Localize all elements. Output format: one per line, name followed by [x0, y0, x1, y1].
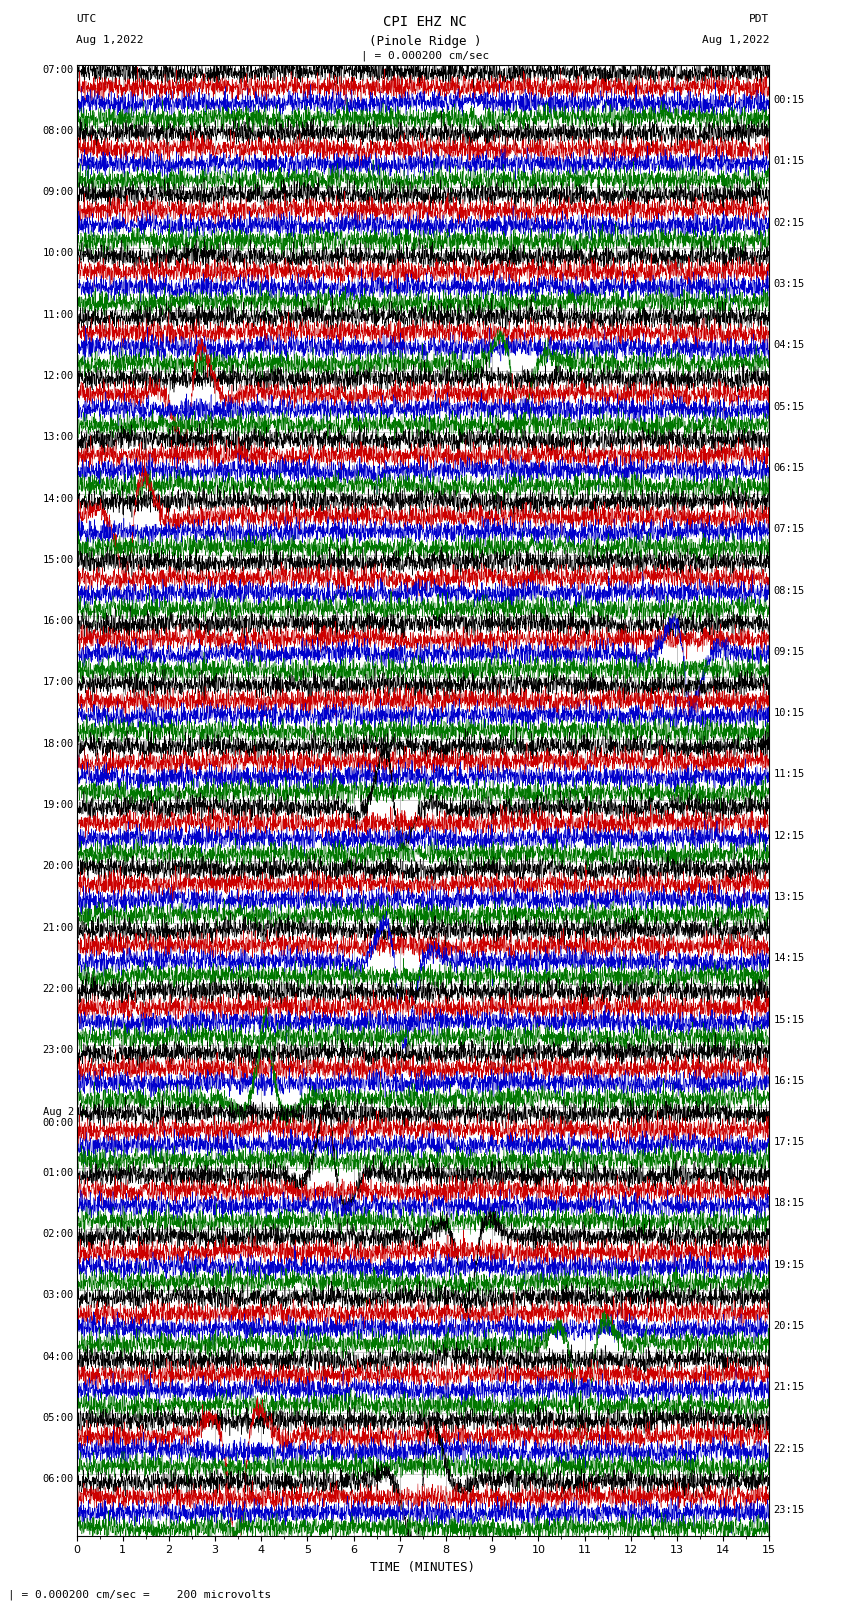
Text: 05:15: 05:15 — [774, 402, 805, 411]
Text: 10:00: 10:00 — [42, 248, 74, 258]
Text: 12:15: 12:15 — [774, 831, 805, 840]
Text: 19:00: 19:00 — [42, 800, 74, 810]
Text: 17:00: 17:00 — [42, 677, 74, 687]
Text: 21:00: 21:00 — [42, 923, 74, 932]
Text: 11:00: 11:00 — [42, 310, 74, 319]
Text: Aug 1,2022: Aug 1,2022 — [702, 35, 769, 45]
Text: 13:15: 13:15 — [774, 892, 805, 902]
Text: 15:00: 15:00 — [42, 555, 74, 565]
Text: 23:15: 23:15 — [774, 1505, 805, 1515]
Text: 02:15: 02:15 — [774, 218, 805, 227]
Text: | = 0.000200 cm/sec: | = 0.000200 cm/sec — [361, 50, 489, 61]
Text: 05:00: 05:00 — [42, 1413, 74, 1423]
Text: 19:15: 19:15 — [774, 1260, 805, 1269]
Text: 09:00: 09:00 — [42, 187, 74, 197]
Text: 09:15: 09:15 — [774, 647, 805, 656]
Text: 03:15: 03:15 — [774, 279, 805, 289]
Text: 20:15: 20:15 — [774, 1321, 805, 1331]
Text: 02:00: 02:00 — [42, 1229, 74, 1239]
Text: CPI EHZ NC: CPI EHZ NC — [383, 15, 467, 29]
Text: 11:15: 11:15 — [774, 769, 805, 779]
Text: 04:15: 04:15 — [774, 340, 805, 350]
Text: Aug 1,2022: Aug 1,2022 — [76, 35, 144, 45]
Text: 17:15: 17:15 — [774, 1137, 805, 1147]
Text: 08:00: 08:00 — [42, 126, 74, 135]
Text: 14:00: 14:00 — [42, 494, 74, 503]
Text: 01:15: 01:15 — [774, 156, 805, 166]
Text: 08:15: 08:15 — [774, 586, 805, 595]
Text: 16:15: 16:15 — [774, 1076, 805, 1086]
Text: 15:15: 15:15 — [774, 1015, 805, 1024]
Text: UTC: UTC — [76, 15, 97, 24]
X-axis label: TIME (MINUTES): TIME (MINUTES) — [371, 1561, 475, 1574]
Text: 13:00: 13:00 — [42, 432, 74, 442]
Text: 22:15: 22:15 — [774, 1444, 805, 1453]
Text: 12:00: 12:00 — [42, 371, 74, 381]
Text: 23:00: 23:00 — [42, 1045, 74, 1055]
Text: 07:00: 07:00 — [42, 65, 74, 74]
Text: 21:15: 21:15 — [774, 1382, 805, 1392]
Text: 06:15: 06:15 — [774, 463, 805, 473]
Text: 04:00: 04:00 — [42, 1352, 74, 1361]
Text: 06:00: 06:00 — [42, 1474, 74, 1484]
Text: 18:15: 18:15 — [774, 1198, 805, 1208]
Text: 14:15: 14:15 — [774, 953, 805, 963]
Text: | = 0.000200 cm/sec =    200 microvolts: | = 0.000200 cm/sec = 200 microvolts — [8, 1589, 272, 1600]
Text: 01:00: 01:00 — [42, 1168, 74, 1177]
Text: 20:00: 20:00 — [42, 861, 74, 871]
Text: 18:00: 18:00 — [42, 739, 74, 748]
Text: 03:00: 03:00 — [42, 1290, 74, 1300]
Text: 07:15: 07:15 — [774, 524, 805, 534]
Text: 22:00: 22:00 — [42, 984, 74, 994]
Text: Aug 2
00:00: Aug 2 00:00 — [42, 1107, 74, 1127]
Text: 16:00: 16:00 — [42, 616, 74, 626]
Text: (Pinole Ridge ): (Pinole Ridge ) — [369, 35, 481, 48]
Text: 00:15: 00:15 — [774, 95, 805, 105]
Text: PDT: PDT — [749, 15, 769, 24]
Text: 10:15: 10:15 — [774, 708, 805, 718]
